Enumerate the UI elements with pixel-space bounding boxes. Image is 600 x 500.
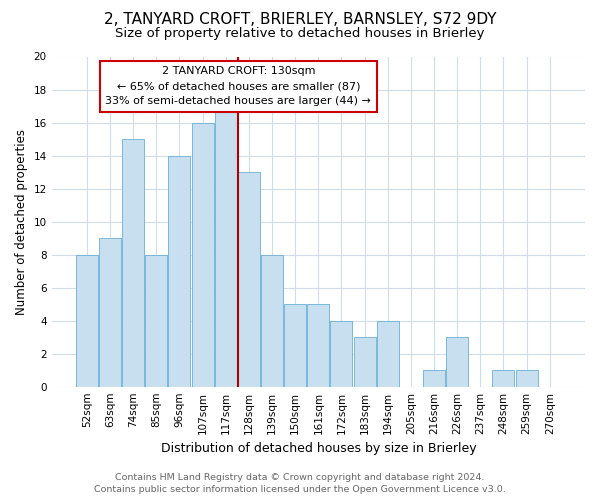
Bar (284, 304, 306, 386)
Text: 2, TANYARD CROFT, BRIERLEY, BARNSLEY, S72 9DY: 2, TANYARD CROFT, BRIERLEY, BARNSLEY, S7… (104, 12, 496, 28)
Bar (331, 320, 352, 386)
Text: Size of property relative to detached houses in Brierley: Size of property relative to detached ho… (115, 28, 485, 40)
Bar (377, 320, 399, 386)
Bar (353, 337, 376, 386)
Bar (493, 370, 514, 386)
Bar (446, 337, 468, 386)
Bar (423, 370, 445, 386)
Y-axis label: Number of detached properties: Number of detached properties (15, 128, 28, 314)
Bar (99, 238, 121, 386)
Bar (515, 370, 538, 386)
Bar (169, 156, 190, 386)
Text: 2 TANYARD CROFT: 130sqm
← 65% of detached houses are smaller (87)
33% of semi-de: 2 TANYARD CROFT: 130sqm ← 65% of detache… (106, 66, 371, 106)
Bar (261, 254, 283, 386)
Bar (215, 106, 237, 386)
Bar (145, 254, 167, 386)
Bar (191, 122, 214, 386)
Bar (76, 254, 98, 386)
Text: Contains HM Land Registry data © Crown copyright and database right 2024.
Contai: Contains HM Land Registry data © Crown c… (94, 472, 506, 494)
Bar (238, 172, 260, 386)
Bar (122, 139, 144, 386)
Bar (307, 304, 329, 386)
X-axis label: Distribution of detached houses by size in Brierley: Distribution of detached houses by size … (161, 442, 476, 455)
